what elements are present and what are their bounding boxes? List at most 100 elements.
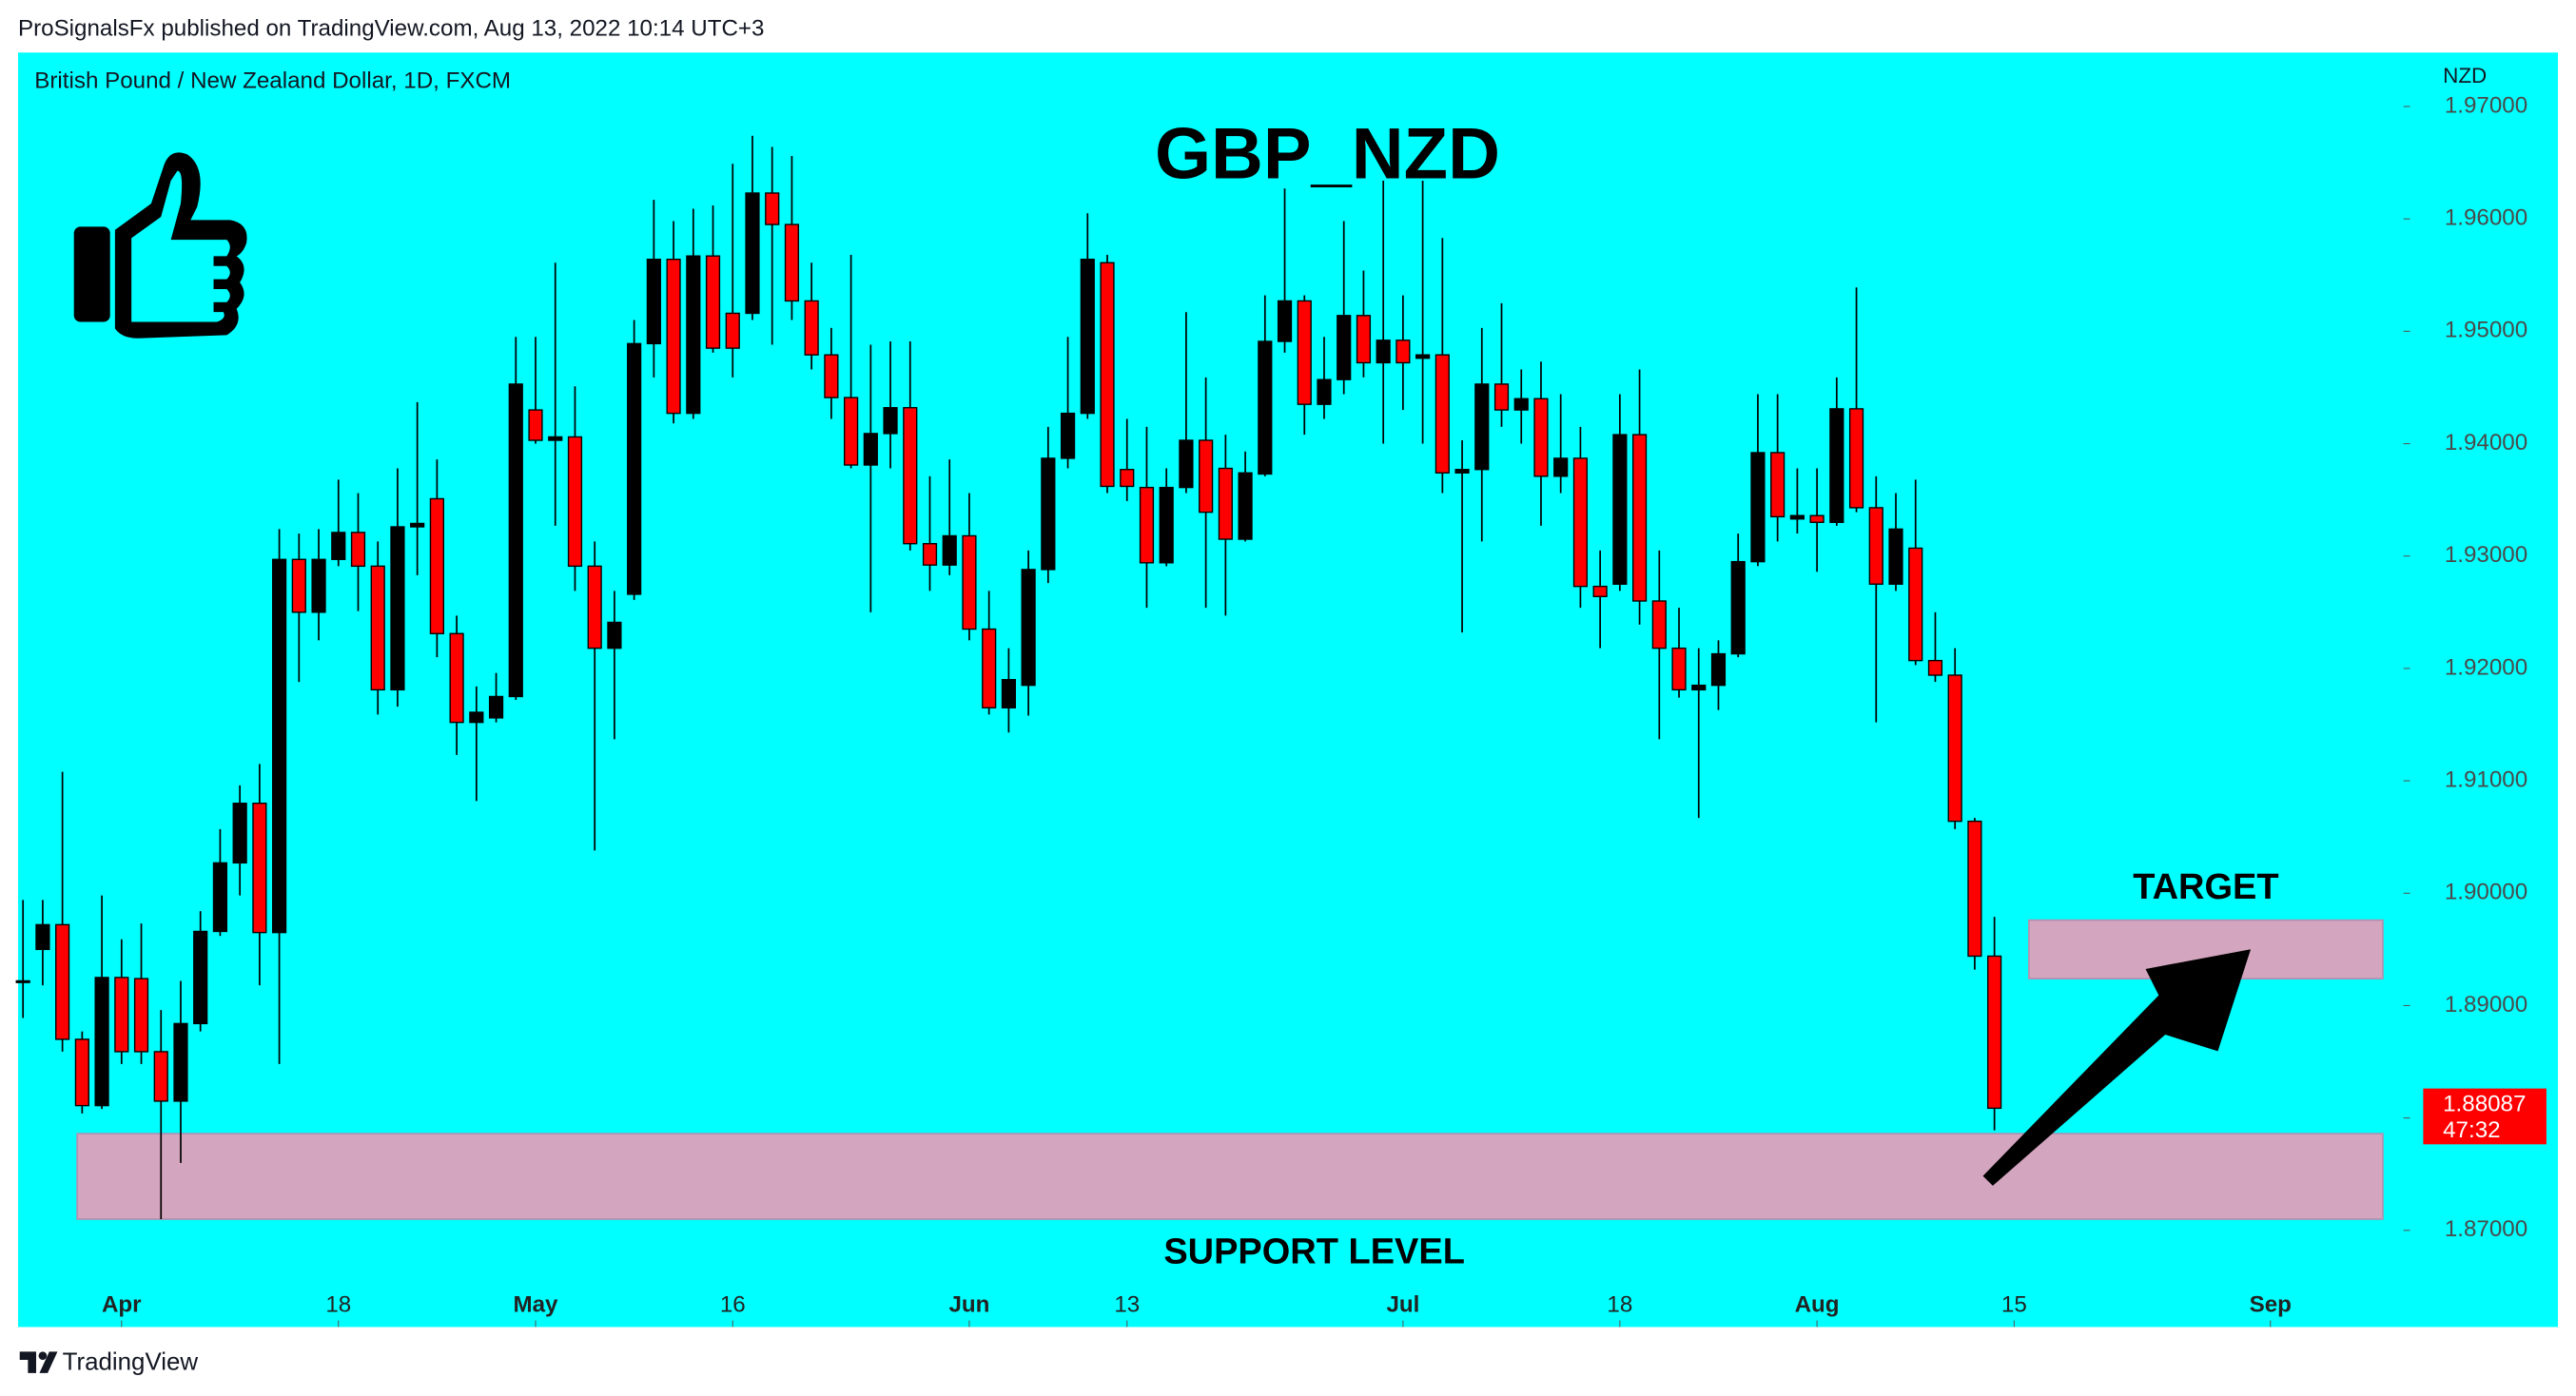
- candle-body: [35, 923, 50, 951]
- candle-body: [1159, 486, 1174, 564]
- y-tick-label: 1.90000: [2445, 880, 2527, 905]
- candle-body: [370, 565, 385, 691]
- y-tick-label: 1.95000: [2445, 318, 2527, 343]
- y-tick-label: 1.97000: [2445, 92, 2527, 118]
- candle-body: [74, 1038, 89, 1107]
- zone-label: TARGET: [2133, 867, 2278, 907]
- candle-body: [1434, 354, 1450, 474]
- candle-body: [844, 397, 859, 466]
- candle-body: [646, 259, 661, 345]
- candle-body: [942, 534, 957, 566]
- candle-body: [1888, 528, 1903, 585]
- candle-body: [922, 543, 938, 566]
- y-tick-label: 1.89000: [2445, 992, 2527, 1018]
- candle-body: [193, 930, 208, 1025]
- candle-body: [1218, 467, 1233, 540]
- candle-body: [1730, 560, 1746, 655]
- candle-body: [1770, 452, 1786, 518]
- candle-body: [1710, 652, 1727, 687]
- x-tick-label: 18: [325, 1291, 351, 1317]
- candle-body: [784, 223, 800, 302]
- candle-body: [1513, 397, 1529, 411]
- candle-body: [804, 300, 819, 356]
- candle-body: [863, 433, 878, 466]
- candle-body: [607, 621, 622, 650]
- candle-body: [1317, 378, 1332, 405]
- candle-body: [1848, 408, 1864, 509]
- candle-body: [1908, 547, 1923, 662]
- x-tick-label: 18: [1607, 1291, 1632, 1317]
- candle-body: [1297, 300, 1312, 405]
- candle-body: [390, 526, 405, 691]
- candle-body: [548, 436, 563, 441]
- candle-body: [1238, 472, 1253, 540]
- tradingview-logo: [19, 1351, 58, 1373]
- candle-body: [350, 532, 366, 568]
- x-tick-label: Aug: [1795, 1291, 1840, 1317]
- symbol-info: British Pound / New Zealand Dollar, 1D, …: [34, 68, 511, 94]
- candle-body: [1060, 412, 1076, 459]
- chart-title: GBP_NZD: [1155, 114, 1500, 195]
- candle-body: [587, 565, 602, 650]
- candle-body: [745, 192, 760, 315]
- candle-body: [1139, 486, 1155, 564]
- candle-body: [1454, 469, 1470, 474]
- candle-body: [508, 383, 523, 698]
- candle-body: [212, 862, 228, 933]
- candle-body: [982, 628, 997, 708]
- candle-body: [94, 977, 109, 1107]
- candle-body: [903, 407, 918, 545]
- y-tick-label: 1.92000: [2445, 654, 2527, 680]
- candle-body: [1199, 439, 1214, 514]
- candle-body: [488, 695, 504, 719]
- candle-body: [1179, 439, 1194, 489]
- candle-body: [55, 923, 70, 1040]
- candle-body: [173, 1022, 188, 1102]
- candle-body: [765, 192, 780, 225]
- currency: NZD: [2443, 64, 2487, 87]
- y-tick-label: 1.91000: [2445, 766, 2527, 792]
- candle-body: [114, 977, 129, 1053]
- candle-body: [1631, 434, 1648, 602]
- candle-body: [1947, 674, 1962, 823]
- x-tick-label: 15: [2001, 1291, 2027, 1317]
- header: ProSignalsFx published on TradingView.co…: [18, 15, 764, 41]
- candle-body: [429, 497, 444, 634]
- x-tick-label: 13: [1114, 1291, 1140, 1317]
- candle-body: [1021, 569, 1036, 687]
- candle-body: [1356, 315, 1372, 364]
- candle-body: [1277, 300, 1293, 342]
- candle-body: [1987, 955, 2002, 1110]
- candle-body: [1553, 457, 1569, 477]
- y-tick-label: 1.96000: [2445, 205, 2527, 231]
- candle-body: [1868, 507, 1883, 585]
- candle-body: [1415, 354, 1431, 359]
- candle-body: [1258, 340, 1273, 475]
- candle-body: [331, 532, 346, 560]
- candle-body: [311, 558, 326, 613]
- candle-body: [1651, 600, 1667, 650]
- x-tick-label: Jun: [948, 1291, 989, 1317]
- candle-body: [153, 1051, 168, 1102]
- candle-body: [449, 632, 464, 724]
- candle-body: [1474, 383, 1490, 471]
- candle-body: [252, 803, 267, 934]
- y-tick-label: 1.94000: [2445, 430, 2527, 456]
- candle-body: [1829, 408, 1844, 523]
- candle-body: [1927, 659, 1943, 676]
- candle-body: [1337, 315, 1352, 380]
- thumbs-up-icon: [73, 152, 247, 339]
- zone-label: SUPPORT LEVEL: [1163, 1231, 1465, 1271]
- candle-body: [1001, 679, 1017, 708]
- x-tick-label: May: [514, 1291, 559, 1317]
- candle-body: [1120, 469, 1135, 488]
- countdown: 47:32: [2443, 1117, 2500, 1143]
- candle-body: [824, 354, 839, 398]
- candle-body: [1533, 397, 1549, 477]
- candle-body: [1572, 457, 1589, 588]
- candle-body: [962, 534, 977, 630]
- candle-body: [1691, 684, 1707, 691]
- footer: TradingView: [63, 1348, 199, 1375]
- candle-body: [291, 558, 306, 613]
